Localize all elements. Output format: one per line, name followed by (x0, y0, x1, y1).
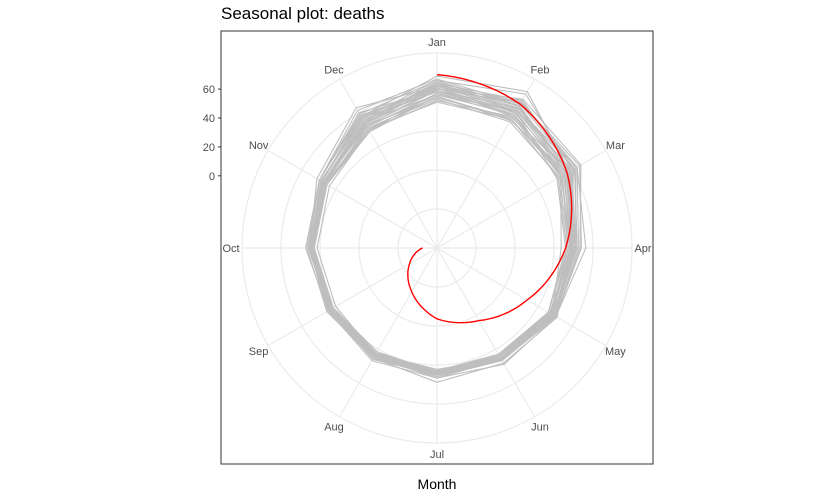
month-label-mar: Mar (606, 140, 625, 152)
label-layer: Jan Feb Mar Apr May Jun Jul Aug Sep Oct Nov Dec (222, 37, 651, 461)
grid-layer (241, 52, 633, 444)
chart-title: Seasonal plot: deaths (221, 4, 385, 23)
series-line (307, 78, 578, 376)
month-label-aug: Aug (324, 421, 344, 433)
highlight-layer (407, 74, 573, 324)
month-label-jul: Jul (430, 449, 444, 461)
highlight-series-line (407, 74, 573, 324)
series-line (309, 84, 580, 378)
grid-spoke (436, 78, 536, 249)
x-axis-title: Month (418, 476, 457, 492)
radial-tick-label: 0 (209, 171, 215, 183)
month-label-jun: Jun (531, 421, 549, 433)
radial-tick-label: 40 (203, 113, 215, 125)
grid-spoke (436, 149, 607, 249)
radial-tick-label: 20 (203, 142, 215, 154)
month-label-apr: Apr (634, 243, 651, 255)
month-label-oct: Oct (222, 243, 239, 255)
month-label-sep: Sep (249, 346, 269, 358)
grid-spoke (338, 78, 438, 249)
month-label-feb: Feb (531, 65, 550, 77)
series-line (310, 82, 575, 375)
month-label-dec: Dec (324, 65, 344, 77)
month-label-may: May (605, 346, 626, 358)
grid-spoke (338, 247, 438, 418)
series-line (313, 95, 568, 372)
grid-spoke (436, 247, 607, 347)
month-label-jan: Jan (428, 37, 446, 49)
radial-tick-label: 60 (203, 84, 215, 96)
month-label-nov: Nov (249, 140, 269, 152)
tick-layer: 0 20 40 60 (203, 84, 221, 183)
grid-spoke (436, 247, 536, 418)
grid-spoke (267, 149, 438, 249)
